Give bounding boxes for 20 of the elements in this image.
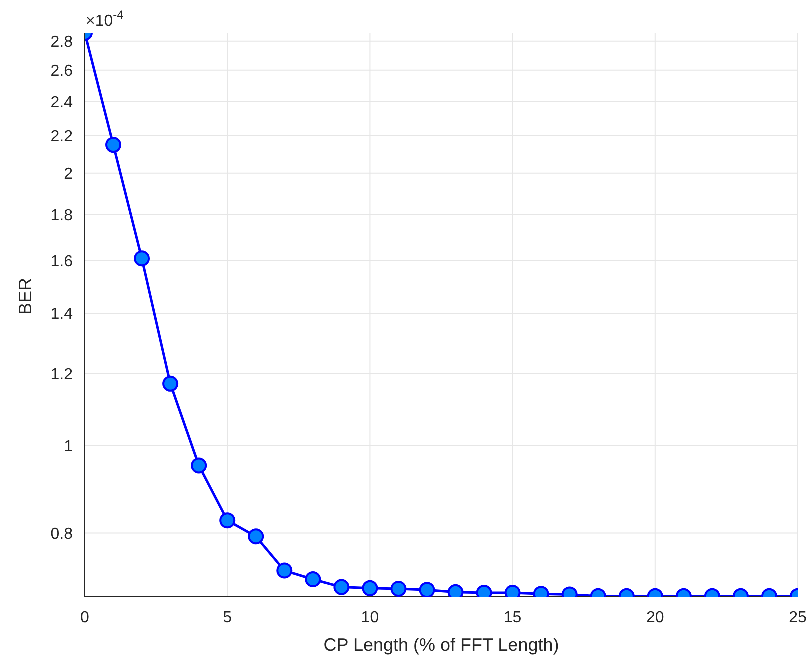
- x-tick-label: 20: [646, 609, 664, 626]
- y-tick-label: 2.6: [50, 63, 74, 80]
- y-tick-label: 0.8: [50, 526, 74, 543]
- x-axis-title: CP Length (% of FFT Length): [324, 635, 560, 655]
- y-tick-label: 2.2: [50, 128, 74, 146]
- y-tick-label: 1.8: [50, 207, 74, 224]
- y-axis-title: BER: [15, 278, 36, 315]
- y-tick-label: 1: [64, 438, 74, 456]
- y-tick-label: 1.4: [50, 306, 74, 324]
- y-tick-label: 1.2: [50, 366, 74, 384]
- x-tick-label: 10: [361, 609, 380, 626]
- text: ×10$^{-4}$: [86, 8, 124, 30]
- y-tick-label: 2.4: [50, 94, 74, 112]
- x-tick-label: 15: [504, 609, 522, 626]
- x-tick-label: 5: [223, 609, 232, 626]
- y-tick-label: 2: [64, 166, 74, 184]
- y-tick-label: 2.8: [50, 34, 74, 52]
- x-tick-label: 25: [789, 609, 807, 626]
- y-tick-label: 1.6: [50, 254, 74, 271]
- x-tick-label: 0: [80, 609, 90, 626]
